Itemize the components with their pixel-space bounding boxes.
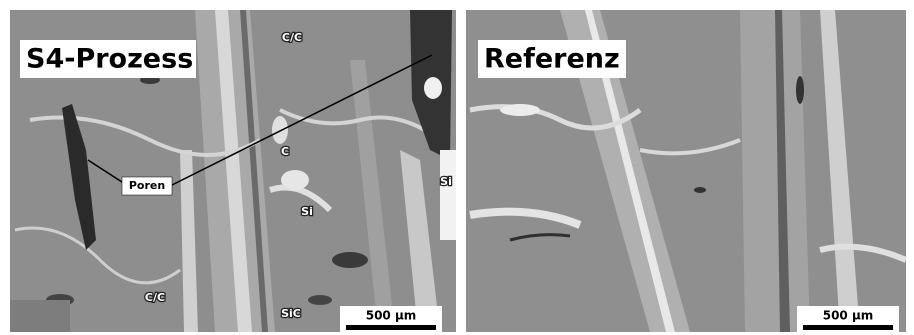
- phase-label: Si: [440, 175, 452, 188]
- scale-bar-label: 500 µm: [823, 309, 874, 323]
- scale-bar: [346, 325, 436, 330]
- panel-title: Referenz: [484, 44, 620, 75]
- figure: S4-Prozess C/C C Poren Si Si C/C SiC 500…: [0, 0, 914, 335]
- phase-label: C: [281, 145, 289, 158]
- phase-label: C/C: [145, 291, 165, 304]
- scale-bar-label: 500 µm: [366, 309, 417, 323]
- panel-title: S4-Prozess: [26, 44, 193, 75]
- scale-bar: [803, 325, 893, 330]
- phase-label: SiC: [281, 307, 301, 320]
- phase-label: Poren: [129, 179, 165, 192]
- phase-label: C/C: [282, 31, 302, 44]
- phase-label: Si: [301, 205, 313, 218]
